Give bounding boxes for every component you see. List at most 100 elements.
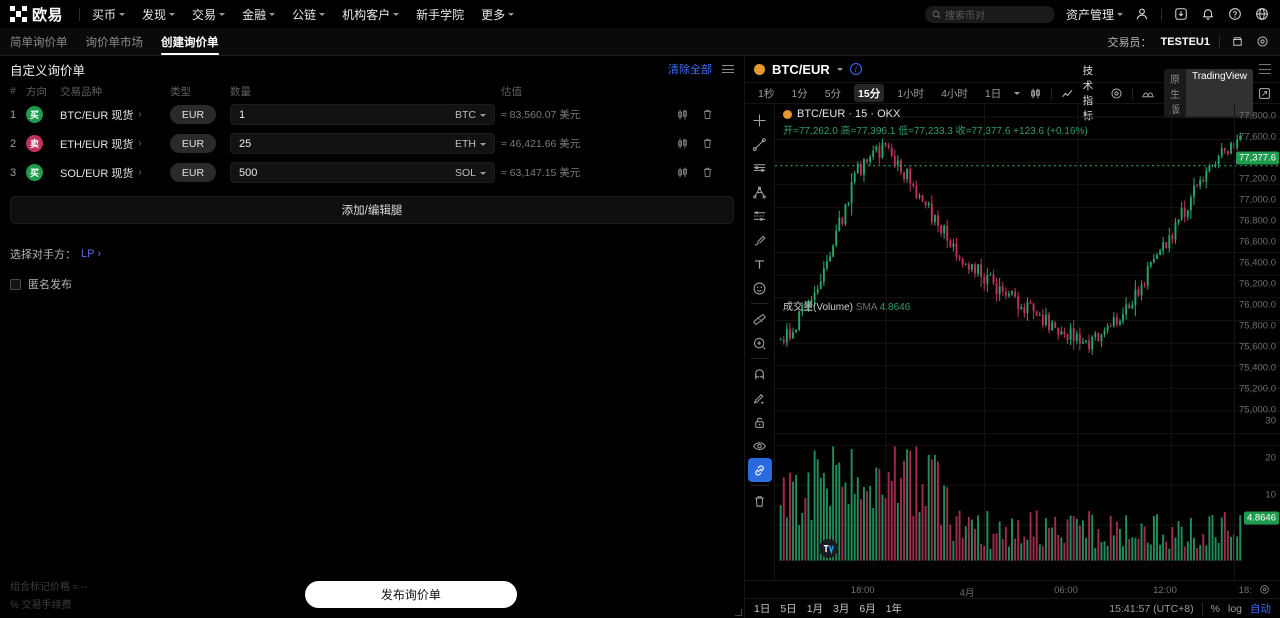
direction-cell[interactable]: 买 xyxy=(26,164,60,181)
timeframe-4h[interactable]: 4小时 xyxy=(941,87,968,100)
compare-icon[interactable] xyxy=(1141,87,1155,100)
range-1mo[interactable]: 1月 xyxy=(806,603,824,615)
chart-plot-area[interactable]: BTC/EUR · 15 · OKX 开=77,262.0 高=77,396.1… xyxy=(775,104,1280,580)
candlestick-icon[interactable] xyxy=(676,108,689,121)
nav-item-buy-crypto[interactable]: 买币 xyxy=(92,6,126,23)
quantity-input[interactable]: 500 SOL xyxy=(230,162,495,183)
edit-pencil-icon[interactable] xyxy=(748,386,772,410)
range-1y[interactable]: 1年 xyxy=(885,603,903,615)
okx-logo[interactable]: 欧易 xyxy=(10,4,63,25)
trend-line-icon[interactable] xyxy=(748,132,772,156)
quantity-unit-dropdown[interactable]: BTC xyxy=(455,109,486,121)
indicator-chart-icon[interactable] xyxy=(1061,87,1074,100)
add-edit-leg-button[interactable]: 添加/编辑腿 xyxy=(10,196,734,224)
chart-menu-icon[interactable] xyxy=(1259,63,1271,75)
chevron-down-icon[interactable] xyxy=(1014,91,1021,95)
tab-rfq-market[interactable]: 询价单市场 xyxy=(85,36,144,49)
symbol-selector[interactable]: BTC/EUR 现货 › xyxy=(60,107,170,123)
delete-drawings-icon[interactable] xyxy=(748,489,772,513)
nav-item-discover[interactable]: 发现 xyxy=(142,6,176,23)
symbol-selector[interactable]: ETH/EUR 现货 › xyxy=(60,136,170,152)
candlestick-icon[interactable] xyxy=(676,137,689,150)
type-pill[interactable]: EUR xyxy=(170,105,216,124)
emoji-icon[interactable] xyxy=(748,276,772,300)
nav-item-finance[interactable]: 金融 xyxy=(242,6,276,23)
timeframe-1s[interactable]: 1秒 xyxy=(758,87,775,100)
chevron-down-icon[interactable] xyxy=(836,67,843,71)
counterparty-selector[interactable]: LP › xyxy=(81,248,101,260)
type-pill[interactable]: EUR xyxy=(170,134,216,153)
fibonacci-retracement-icon[interactable] xyxy=(748,204,772,228)
version-native-option[interactable]: 原生版 xyxy=(1169,74,1180,116)
search-input[interactable]: 搜索币对 xyxy=(924,5,1055,23)
tab-simple-rfq[interactable]: 简单询价单 xyxy=(10,36,68,49)
candlestick-icon[interactable] xyxy=(676,166,689,179)
quantity-input[interactable]: 1 BTC xyxy=(230,104,495,125)
measure-ruler-icon[interactable] xyxy=(748,307,772,331)
chart-settings-gear-icon[interactable] xyxy=(1110,87,1123,100)
asset-management-menu[interactable]: 资产管理 xyxy=(1066,6,1123,23)
type-pill[interactable]: EUR xyxy=(170,163,216,182)
panel-menu-icon[interactable] xyxy=(722,63,734,75)
nav-item-chain[interactable]: 公链 xyxy=(292,6,326,23)
version-tradingview-option[interactable]: TradingView xyxy=(1185,68,1253,118)
download-icon[interactable] xyxy=(1173,6,1189,22)
direction-badge-buy[interactable]: 买 xyxy=(26,164,43,181)
nav-item-trade[interactable]: 交易 xyxy=(192,6,226,23)
direction-badge-sell[interactable]: 卖 xyxy=(26,135,43,152)
fullscreen-icon[interactable] xyxy=(1258,87,1271,100)
timeframe-5m[interactable]: 5分 xyxy=(824,87,842,100)
nav-item-more[interactable]: 更多 xyxy=(481,6,515,23)
language-globe-icon[interactable] xyxy=(1254,6,1270,22)
scale-log-toggle[interactable]: log xyxy=(1227,602,1242,615)
resize-handle[interactable] xyxy=(735,609,742,616)
timeframe-15m[interactable]: 15分 xyxy=(854,84,885,102)
timeframe-1h[interactable]: 1小时 xyxy=(897,87,925,100)
time-axis-settings-icon[interactable] xyxy=(1259,584,1270,595)
publish-rfq-button[interactable]: 发布询价单 xyxy=(304,580,517,608)
quantity-unit-dropdown[interactable]: SOL xyxy=(455,167,486,179)
time-axis[interactable]: 18:00 4月 06:00 12:00 18: xyxy=(745,580,1280,599)
text-tool-icon[interactable] xyxy=(748,252,772,276)
candlestick-type-icon[interactable] xyxy=(1029,87,1042,100)
quantity-input[interactable]: 25 ETH xyxy=(230,133,495,154)
pitchfork-icon[interactable] xyxy=(748,180,772,204)
delete-row-icon[interactable] xyxy=(701,108,714,121)
scale-percent-toggle[interactable]: % xyxy=(1210,602,1220,615)
info-icon[interactable]: i xyxy=(849,63,862,75)
quantity-unit-dropdown[interactable]: ETH xyxy=(455,138,486,150)
crosshair-icon[interactable] xyxy=(748,108,772,132)
help-icon[interactable] xyxy=(1227,6,1243,22)
range-3mo[interactable]: 3月 xyxy=(833,603,850,615)
delete-row-icon[interactable] xyxy=(701,166,714,179)
scale-auto-toggle[interactable]: 自动 xyxy=(1250,603,1271,615)
horizontal-lines-icon[interactable] xyxy=(748,156,772,180)
sync-link-icon[interactable] xyxy=(747,458,772,482)
brush-icon[interactable] xyxy=(748,228,772,252)
anonymous-checkbox[interactable] xyxy=(10,278,21,290)
timeframe-1d[interactable]: 1日 xyxy=(984,87,1002,100)
delete-row-icon[interactable] xyxy=(701,137,714,150)
price-axis[interactable]: 77,800.0 77,600.0 77,377.6 77,200.0 77,0… xyxy=(1234,104,1280,580)
magnet-icon[interactable] xyxy=(748,362,772,386)
direction-cell[interactable]: 卖 xyxy=(26,135,60,152)
nav-item-institutional[interactable]: 机构客户 xyxy=(342,6,400,23)
direction-badge-buy[interactable]: 买 xyxy=(26,106,43,123)
zoom-in-icon[interactable] xyxy=(748,331,772,355)
layout-icon[interactable] xyxy=(1229,34,1245,50)
notification-bell-icon[interactable] xyxy=(1200,6,1216,22)
range-5d[interactable]: 5日 xyxy=(780,603,797,615)
symbol-selector[interactable]: SOL/EUR 现货 › xyxy=(60,165,170,181)
nav-item-academy[interactable]: 新手学院 xyxy=(416,6,464,23)
range-1d[interactable]: 1日 xyxy=(754,603,771,615)
clear-all-button[interactable]: 清除全部 xyxy=(668,64,712,76)
technical-indicators-button[interactable]: 技术指标 xyxy=(1082,65,1094,122)
user-account-icon[interactable] xyxy=(1134,6,1150,22)
tab-create-rfq[interactable]: 创建询价单 xyxy=(161,28,219,55)
lock-icon[interactable] xyxy=(748,410,772,434)
timeframe-1m[interactable]: 1分 xyxy=(791,87,808,100)
range-6mo[interactable]: 6月 xyxy=(859,603,876,615)
direction-cell[interactable]: 买 xyxy=(26,106,60,123)
settings-gear-icon[interactable] xyxy=(1254,34,1270,50)
eye-visibility-icon[interactable] xyxy=(748,434,772,458)
